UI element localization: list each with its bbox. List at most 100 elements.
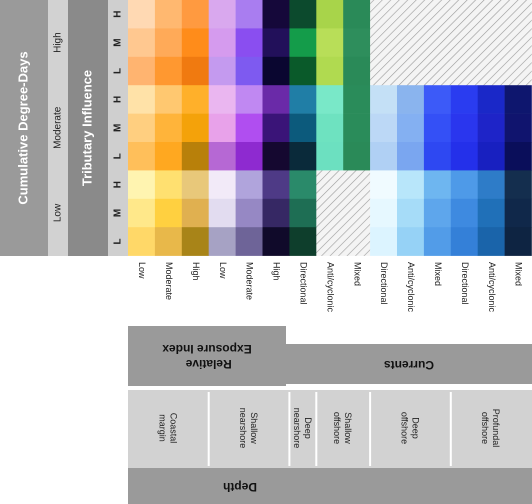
grid-cell [450,142,478,171]
grid-cell [316,0,344,29]
svg-text:High: High [53,32,64,53]
svg-text:L: L [113,238,124,244]
depth-groups-band [128,390,532,468]
svg-text:High: High [191,262,201,281]
trib-level-label: M [113,38,124,46]
grid-cell [423,56,452,86]
column-label: Directional [460,262,470,305]
column-label: Moderate [245,262,255,300]
svg-text:Profundaloffshore: Profundaloffshore [480,409,501,448]
currents-header: Currents [384,358,434,372]
svg-text:Moderate: Moderate [164,262,174,300]
grid-cell [181,113,209,143]
grid-cell [289,85,317,114]
depth-group-labels: Coastalmargin Shallownearshore Deepnearsho… [157,392,501,466]
grid-cell [423,0,452,29]
grid-cell [181,85,209,114]
trib-title-bar [68,0,108,256]
svg-text:Directional: Directional [460,262,470,305]
grid-cell [181,170,209,200]
grid-cell [504,227,532,256]
grid-cell [370,142,398,171]
grid-cell [370,0,398,29]
depth-group-label: Profundaloffshore [480,409,501,448]
svg-text:Anti/cyclonic: Anti/cyclonic [325,262,335,313]
grid-cell [235,227,263,256]
grid-cell [289,56,317,86]
grid-cell [289,198,317,228]
svg-text:L: L [113,68,124,74]
svg-text:Low: Low [137,262,147,279]
grid-cell [128,227,156,256]
depth-header-bar [128,468,532,504]
grid-cell [262,56,290,86]
grid-cell [370,170,398,200]
grid-cell [504,113,532,143]
cdd-level-label: Low [53,203,64,222]
depth-header: Depth [223,480,257,494]
column-label: Mixed [514,262,524,286]
grid-cell [154,113,183,143]
grid-cell [128,113,156,143]
svg-text:Moderate: Moderate [53,106,64,149]
svg-text:Shallowoffshore: Shallowoffshore [332,412,353,444]
grid-cell [235,28,263,58]
cdd-title-bar [0,0,48,256]
svg-text:Mixed: Mixed [352,262,362,286]
svg-text:Mixed: Mixed [514,262,524,286]
grid-cell [504,56,532,86]
grid-cell [154,85,183,114]
grid-cell [128,198,156,228]
column-label: Anti/cyclonic [406,262,416,313]
cdd-level-label: Moderate [53,106,64,149]
grid-cell [235,170,263,200]
column-label: Mixed [352,262,362,286]
grid-cell [423,198,452,228]
grid-cell [450,28,478,58]
grid-cell [477,28,505,58]
grid-cell [128,85,156,114]
svg-text:H: H [113,181,124,188]
grid-cell [181,28,209,58]
grid-cell [504,198,532,228]
grid-cell [316,142,344,171]
grid-cell [477,113,505,143]
grid-cell [208,113,236,143]
grid-cell [128,0,156,29]
depth-group-label: Deepnearshore [292,408,313,449]
column-label: Moderate [164,262,174,300]
grid-cell [343,198,371,228]
svg-text:High: High [272,262,282,281]
grid-cell [289,227,317,256]
grid-cell [208,142,236,171]
grid-cell [397,198,425,228]
svg-text:Directional: Directional [379,262,389,305]
grid-cell [397,170,425,200]
grid-cell [504,0,532,29]
grid-cell [477,170,505,200]
grid-cell [423,142,452,171]
grid-cell [477,198,505,228]
grid-cell [397,28,425,58]
trib-level-labels: L M H L M H L M H [113,11,124,245]
svg-text:Moderate: Moderate [245,262,255,300]
grid-cell [423,113,452,143]
exposure-header: Relative Exposure Index [162,342,252,371]
svg-text:Deepoffshore: Deepoffshore [399,412,420,444]
svg-text:H: H [113,96,124,103]
svg-text:M: M [113,38,124,46]
grid-cell [262,198,290,228]
svg-text:Depth: Depth [223,480,257,494]
grid-cell [128,56,156,86]
grid-cell [397,56,425,86]
trib-title: Tributary Influence [79,70,94,186]
grid-cell [262,142,290,171]
grid-cell [423,170,452,200]
grid-cell [208,0,236,29]
grid-cell [316,56,344,86]
grid-cell [128,170,156,200]
grid-cell [289,142,317,171]
grid-cell [289,0,317,29]
grid-cell [154,56,183,86]
svg-text:Cumulative Degree-Days: Cumulative Degree-Days [15,51,30,204]
